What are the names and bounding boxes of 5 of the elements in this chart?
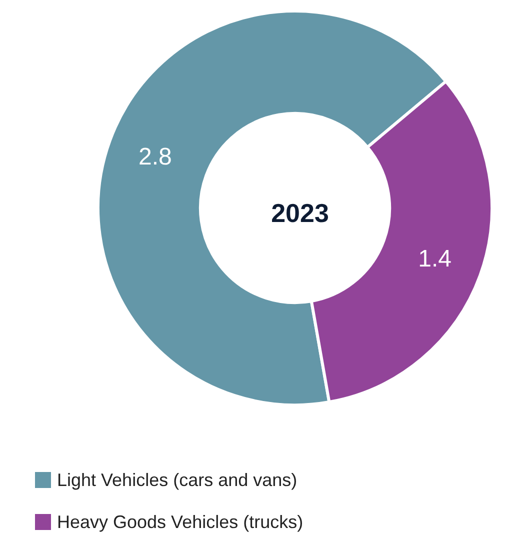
text: 2023 xyxy=(271,198,329,228)
legend-label: Light Vehicles (cars and vans) xyxy=(57,470,298,490)
data-label: 1.4 xyxy=(418,245,452,272)
data-label: 2.8 xyxy=(138,144,172,171)
legend-label: Heavy Goods Vehicles (trucks) xyxy=(57,512,304,532)
